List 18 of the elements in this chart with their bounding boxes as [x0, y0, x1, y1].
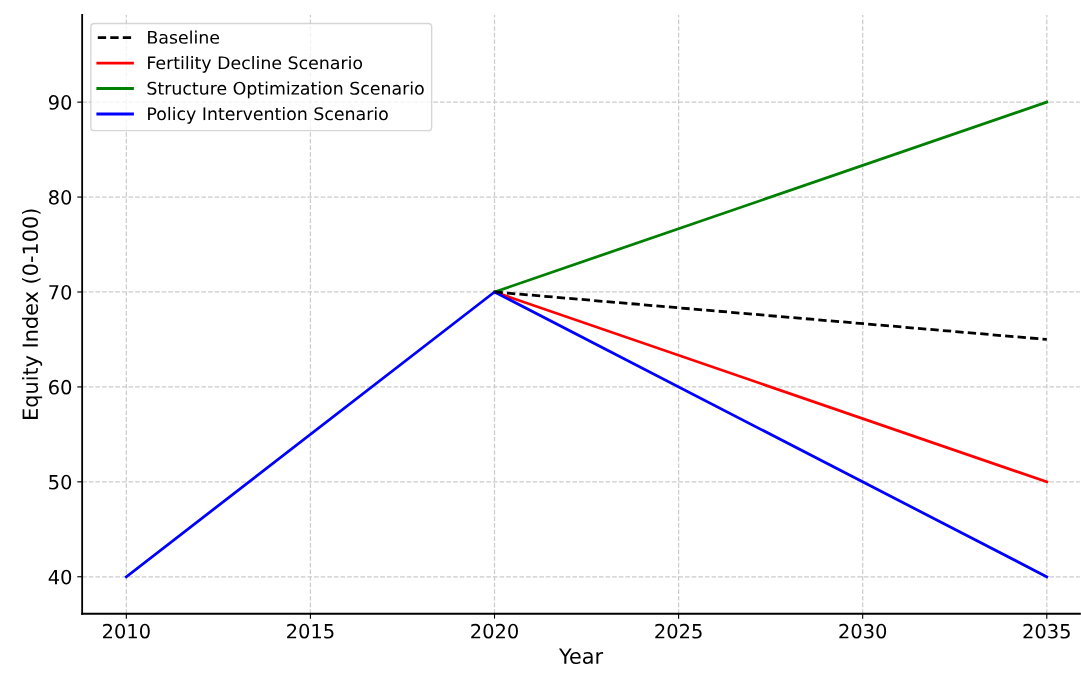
y-tick-label: 40: [48, 569, 72, 585]
x-tick-label: 2030: [839, 623, 887, 639]
y-axis-title: Equity Index (0-100): [21, 209, 43, 419]
legend-label: Policy Intervention Scenario: [148, 106, 388, 124]
x-tick-label: 2035: [1023, 623, 1070, 639]
x-tick-label: 2015: [287, 623, 334, 639]
y-tick-label: 70: [49, 284, 72, 300]
y-tick-label: 50: [49, 474, 72, 490]
x-tick-label: 2020: [471, 623, 518, 639]
x-axis-title: Year: [558, 648, 604, 664]
y-tick-label: 60: [49, 379, 72, 395]
x-tick-label: 2010: [103, 623, 150, 639]
legend-label: Baseline: [148, 30, 220, 44]
legend-label: Fertility Decline Scenario: [148, 55, 363, 73]
legend-label: Structure Optimization Scenario: [147, 81, 424, 99]
y-tick-label: 90: [48, 95, 72, 110]
x-tick-label: 2025: [655, 623, 702, 639]
y-tick-label: 80: [49, 190, 72, 205]
